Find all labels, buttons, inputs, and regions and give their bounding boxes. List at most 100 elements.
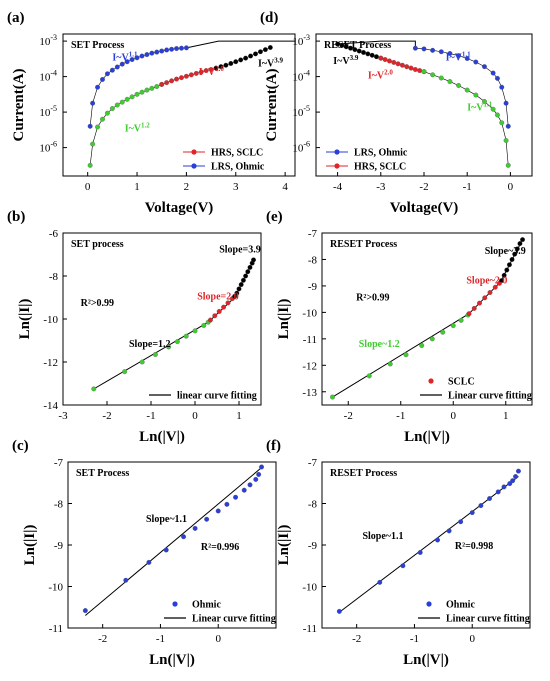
annotation: I~V1.2 xyxy=(125,122,151,135)
annotation: Slope~3.9 xyxy=(485,246,526,257)
compliance-line xyxy=(186,40,295,49)
data-point xyxy=(400,563,406,569)
plot-data xyxy=(91,257,256,392)
data-point xyxy=(203,68,209,74)
x-tick-label: -1 xyxy=(410,633,419,645)
data-point xyxy=(456,83,462,88)
data-point xyxy=(201,323,207,328)
annotation: R²>0.99 xyxy=(356,292,389,303)
y-tick-label: -9 xyxy=(308,540,318,552)
data-point xyxy=(438,49,444,55)
plot-frame xyxy=(67,461,277,629)
legend-marker xyxy=(334,163,340,169)
data-point xyxy=(234,290,240,296)
panel-label: (d) xyxy=(260,10,278,26)
plot-frame xyxy=(62,33,296,177)
data-point xyxy=(494,75,500,81)
x-tick-label: 0 xyxy=(469,633,475,645)
legend-label: LRS, Ohmic xyxy=(354,148,408,159)
data-point xyxy=(90,141,96,147)
data-point xyxy=(473,59,479,65)
y-tick-base: 10 xyxy=(292,36,304,48)
annotation: Slope~1.1 xyxy=(362,531,403,542)
y-tick-label: -8 xyxy=(49,271,59,283)
y-tick-base: 10 xyxy=(292,72,304,84)
data-point xyxy=(95,124,101,130)
data-point xyxy=(104,71,110,77)
annotation: Slope=2.0 xyxy=(197,292,239,303)
data-point xyxy=(169,46,175,52)
data-point xyxy=(387,361,393,367)
y-tick-label: -9 xyxy=(54,540,64,552)
panel-e: (e)-2 -1 0 1-13-12-11-10-9-8-7Ln(|V|)Ln(|I|… xyxy=(266,209,533,445)
data-point xyxy=(377,579,383,585)
data-point xyxy=(490,106,496,112)
y-tick-base: 10 xyxy=(292,143,304,155)
data-point xyxy=(435,537,441,543)
annotation-text: I~V xyxy=(333,56,350,67)
data-point xyxy=(183,73,189,79)
data-point xyxy=(515,468,521,474)
data-point xyxy=(139,53,145,59)
legend-label: Linear curve fitting xyxy=(192,614,276,625)
x-tick-label: 1 xyxy=(134,181,140,193)
data-point xyxy=(179,45,184,51)
data-point xyxy=(164,80,170,86)
y-axis-title: Ln(|I|) xyxy=(276,299,292,340)
data-point xyxy=(366,373,372,379)
annotation-exponent: 1.1 xyxy=(462,51,471,59)
data-point xyxy=(395,61,401,67)
annotation-exponent: 1.2 xyxy=(141,122,150,130)
data-point xyxy=(267,45,273,50)
data-point xyxy=(119,99,125,105)
data-point xyxy=(87,162,93,168)
y-tick-label: -7 xyxy=(308,457,318,469)
data-point xyxy=(183,45,189,51)
annotation-text: Slope=1.2 xyxy=(129,339,171,350)
annotation: Slope~1.1 xyxy=(146,514,187,525)
data-point xyxy=(181,534,187,540)
data-point xyxy=(163,547,169,553)
data-point xyxy=(204,516,210,522)
y-tick-base: 10 xyxy=(39,36,51,48)
data-point xyxy=(429,336,435,342)
x-tick-label: -2 xyxy=(98,633,107,645)
y-tick-label: -10 xyxy=(43,314,58,326)
data-point xyxy=(446,528,452,534)
x-tick-label: -2 xyxy=(102,410,111,422)
x-tick-label: -1 xyxy=(156,633,165,645)
series-line xyxy=(89,84,162,166)
x-tick-label: 0 xyxy=(508,181,514,193)
data-point xyxy=(339,42,345,48)
y-tick-exponent: -6 xyxy=(303,140,310,149)
data-point xyxy=(144,87,150,93)
data-point xyxy=(146,559,152,565)
x-tick-label: 0 xyxy=(215,633,221,645)
y-tick-label: -8 xyxy=(308,254,318,266)
data-point xyxy=(193,70,199,76)
data-point xyxy=(374,54,379,60)
data-point xyxy=(216,309,222,314)
legend-marker xyxy=(334,149,340,155)
data-point xyxy=(124,59,130,65)
panel-label: (c) xyxy=(12,438,29,454)
annotation-exponent: 3.9 xyxy=(274,57,283,65)
data-point xyxy=(139,359,145,365)
x-axis-title: Ln(|V|) xyxy=(403,652,449,668)
data-point xyxy=(343,44,349,50)
data-point xyxy=(87,123,93,129)
data-point xyxy=(458,519,464,525)
data-point xyxy=(90,100,96,106)
annotation: I~V3.9 xyxy=(258,57,284,70)
data-point xyxy=(224,501,230,507)
y-tick-label: -11 xyxy=(49,623,63,635)
data-point xyxy=(248,53,254,59)
x-tick-label: -4 xyxy=(333,181,343,193)
y-tick-label: 10-4 xyxy=(292,69,310,84)
plot-data xyxy=(330,237,525,400)
legend-marker xyxy=(172,601,178,607)
data-point xyxy=(109,67,115,73)
data-point xyxy=(114,102,120,108)
x-tick-label: 2 xyxy=(184,181,190,193)
panel-label: (e) xyxy=(266,209,283,225)
